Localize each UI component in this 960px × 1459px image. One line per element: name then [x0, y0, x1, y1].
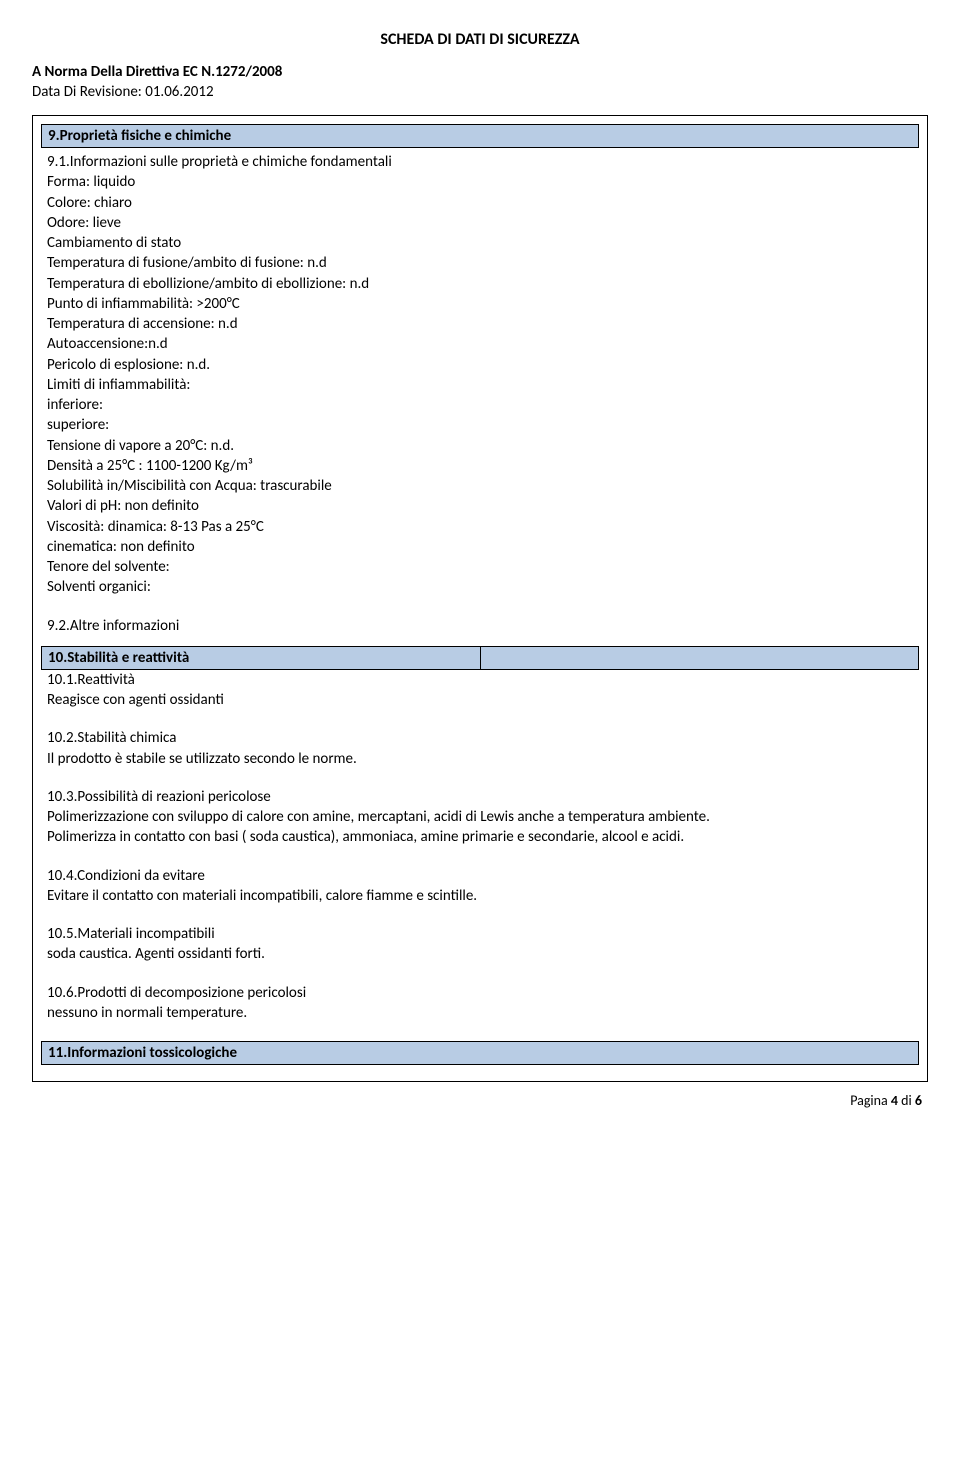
prop-tebollizione: Temperatura di ebollizione/ambito di ebo… — [47, 274, 913, 294]
s10-5-body: soda caustica. Agenti ossidanti forti. — [47, 944, 913, 964]
prop-colore: Colore: chiaro — [47, 193, 913, 213]
s10-1-title: 10.1.Reattività — [47, 670, 913, 690]
prop-taccensione: Temperatura di accensione: n.d — [47, 314, 913, 334]
page-footer: Pagina 4 di 6 — [32, 1092, 928, 1109]
section-11-header: 11.Informazioni tossicologiche — [41, 1041, 919, 1065]
prop-densita: Densità a 25°C : 1100-1200 Kg/m³ — [47, 456, 913, 476]
s10-2-title: 10.2.Stabilità chimica — [47, 728, 913, 748]
s10-5-title: 10.5.Materiali incompatibili — [47, 924, 913, 944]
prop-inferiore: inferiore: — [47, 395, 913, 415]
s10-6-title: 10.6.Prodotti di decomposizione pericolo… — [47, 983, 913, 1003]
prop-solubilita: Solubilità in/Miscibilità con Acqua: tra… — [47, 476, 913, 496]
section-9-body: 9.1.Informazioni sulle proprietà e chimi… — [41, 152, 919, 636]
section-9-header: 9.Proprietà fisiche e chimiche — [41, 124, 919, 148]
prop-forma: Forma: liquido — [47, 172, 913, 192]
prop-tenore: Tenore del solvente: — [47, 557, 913, 577]
prop-viscosita: Viscosità: dinamica: 8-13 Pas a 25°C — [47, 517, 913, 537]
prop-ph: Valori di pH: non definito — [47, 496, 913, 516]
section-10-header-row: 10.Stabilità e reattività — [41, 646, 919, 670]
prop-pericolo: Pericolo di esplosione: n.d. — [47, 355, 913, 375]
s10-6-body: nessuno in normali temperature. — [47, 1003, 913, 1023]
revision-date: Data Di Revisione: 01.06.2012 — [32, 83, 928, 101]
s10-2-body: Il prodotto è stabile se utilizzato seco… — [47, 749, 913, 769]
prop-tfusione: Temperatura di fusione/ambito di fusione… — [47, 253, 913, 273]
prop-limiti: Limiti di infiammabilità: — [47, 375, 913, 395]
document-title: SCHEDA DI DATI DI SICUREZZA — [32, 30, 928, 49]
section-10-header-blank — [481, 646, 920, 670]
section-10-header: 10.Stabilità e reattività — [41, 646, 481, 670]
s10-3-body1: Polimerizzazione con sviluppo di calore … — [47, 807, 913, 827]
prop-autoacc: Autoaccensione:n.d — [47, 334, 913, 354]
directive-line: A Norma Della Direttiva EC N.1272/2008 — [32, 63, 928, 81]
prop-cambiamento: Cambiamento di stato — [47, 233, 913, 253]
s10-3-body2: Polimerizza in contatto con basi ( soda … — [47, 827, 913, 847]
prop-tensione: Tensione di vapore a 20°C: n.d. — [47, 436, 913, 456]
section-9-2-title: 9.2.Altre informazioni — [47, 616, 913, 636]
s10-4-title: 10.4.Condizioni da evitare — [47, 866, 913, 886]
prop-pinfiamm: Punto di infiammabilità: >200°C — [47, 294, 913, 314]
prop-odore: Odore: lieve — [47, 213, 913, 233]
main-content-box: 9.Proprietà fisiche e chimiche 9.1.Infor… — [32, 115, 928, 1082]
prop-cinematica: cinematica: non definito — [47, 537, 913, 557]
page-number: Pagina 4 di 6 — [850, 1092, 922, 1109]
s10-4-body: Evitare il contatto con materiali incomp… — [47, 886, 913, 906]
prop-superiore: superiore: — [47, 415, 913, 435]
s10-1-body: Reagisce con agenti ossidanti — [47, 690, 913, 710]
section-10-body: 10.1.Reattività Reagisce con agenti ossi… — [41, 670, 919, 1023]
s10-3-title: 10.3.Possibilità di reazioni pericolose — [47, 787, 913, 807]
prop-solventi: Solventi organici: — [47, 577, 913, 597]
section-9-1-title: 9.1.Informazioni sulle proprietà e chimi… — [47, 152, 913, 172]
